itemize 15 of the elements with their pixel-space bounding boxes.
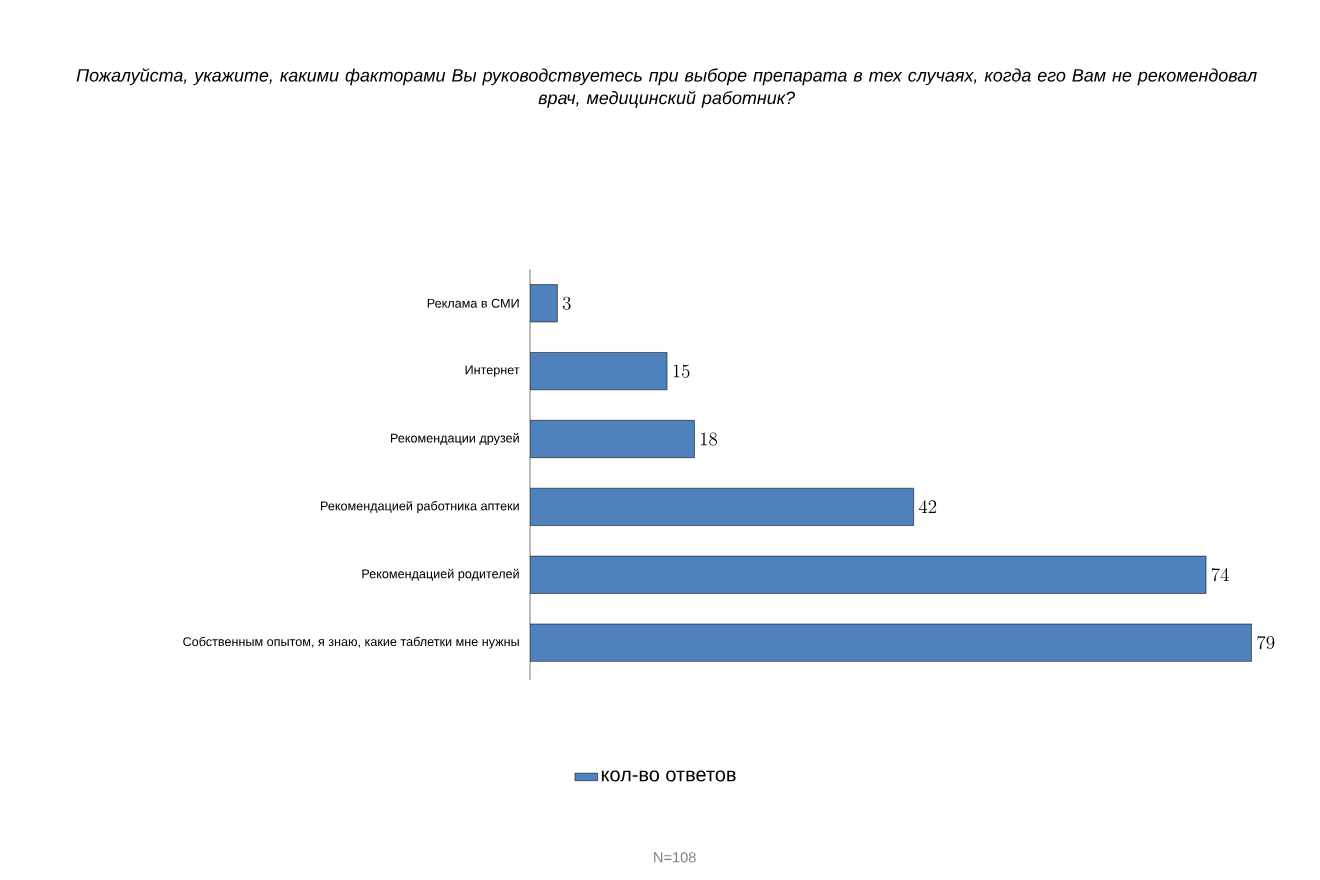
y-tick-label: Собственным опытом, я знаю, какие таблетки мне нужны — [183, 636, 519, 649]
data-label: 3 — [562, 296, 571, 310]
y-tick-label: Интернет — [465, 365, 520, 377]
data-label: 18 — [700, 432, 718, 446]
y-tick-label: Рекомендацией родителей — [362, 568, 519, 581]
y-tick-label: Рекомендации друзей — [390, 433, 519, 446]
data-label: 42 — [918, 500, 937, 514]
data-label: 15 — [673, 364, 690, 378]
y-tick-label: Реклама в СМИ — [427, 298, 519, 308]
data-label: 74 — [1211, 568, 1229, 582]
legend-label: кол-во ответов — [601, 770, 736, 782]
chart-title: Пожалуйста, укажите, какими факторами Вы руководствуетесь при выборе препарата в тех случаях, когда его Вам не рекомендовал врач, медицинский работник? — [76, 68, 1257, 108]
y-tick-label: Рекомендацией работника аптеки — [321, 500, 519, 513]
data-label: 79 — [1257, 635, 1275, 650]
text: N=108 — [654, 852, 696, 863]
